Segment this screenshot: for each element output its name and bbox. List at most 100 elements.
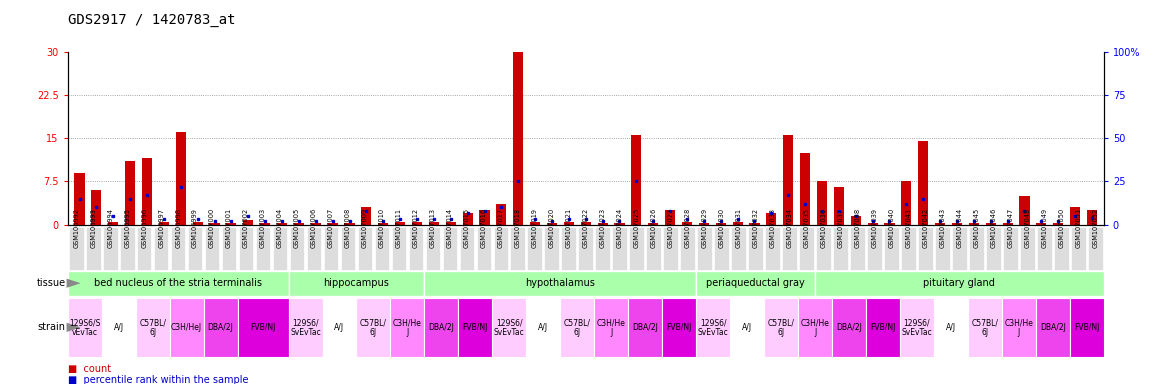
Text: C3H/He
J: C3H/He J	[597, 318, 626, 337]
Bar	[682, 222, 693, 225]
Text: periaqueductal gray: periaqueductal gray	[707, 278, 805, 288]
Text: 129S6/
SvEvTac: 129S6/ SvEvTac	[494, 318, 524, 337]
Bar	[260, 223, 270, 225]
Text: C3H/He
J: C3H/He J	[392, 318, 422, 337]
Text: GSM107017: GSM107017	[498, 208, 503, 248]
Text: GSM107045: GSM107045	[973, 208, 980, 248]
Bar	[294, 223, 304, 225]
Bar	[698, 223, 709, 225]
Text: GSM107013: GSM107013	[430, 208, 436, 248]
Text: GSM106997: GSM106997	[158, 208, 165, 248]
Text: GSM107031: GSM107031	[736, 208, 742, 248]
Text: GSM106996: GSM106996	[141, 208, 147, 248]
Text: FVB/NJ: FVB/NJ	[463, 323, 488, 332]
Text: GSM107024: GSM107024	[617, 208, 623, 248]
Bar	[361, 207, 371, 225]
Text: GSM107048: GSM107048	[1024, 208, 1030, 248]
Text: GSM107011: GSM107011	[396, 208, 402, 248]
Text: GSM107007: GSM107007	[328, 208, 334, 248]
Text: A/J: A/J	[113, 323, 124, 332]
Text: FVB/NJ: FVB/NJ	[250, 323, 276, 332]
Text: GSM106994: GSM106994	[107, 208, 113, 248]
Bar	[345, 223, 355, 225]
Text: FVB/NJ: FVB/NJ	[870, 323, 896, 332]
Text: C3H/He
J: C3H/He J	[800, 318, 829, 337]
Text: GSM107028: GSM107028	[684, 208, 690, 248]
Bar	[580, 222, 591, 225]
Text: GSM107021: GSM107021	[565, 208, 572, 248]
Text: GSM107020: GSM107020	[549, 208, 555, 248]
Text: GSM107012: GSM107012	[413, 208, 419, 248]
Text: A/J: A/J	[334, 323, 345, 332]
Bar	[209, 223, 220, 225]
Text: 129S6/S
vEvTac: 129S6/S vEvTac	[69, 318, 100, 337]
Text: 129S6/
SvEvTac: 129S6/ SvEvTac	[697, 318, 729, 337]
Bar	[1087, 210, 1097, 225]
Bar	[1002, 223, 1013, 225]
Bar	[395, 222, 405, 225]
Text: GSM107015: GSM107015	[464, 208, 470, 248]
Bar	[800, 153, 811, 225]
Text: GSM107006: GSM107006	[311, 208, 317, 248]
Text: A/J: A/J	[946, 323, 955, 332]
Text: GSM107025: GSM107025	[634, 208, 640, 248]
Bar	[1036, 223, 1047, 225]
Bar	[547, 223, 557, 225]
Text: GSM107041: GSM107041	[905, 208, 911, 248]
Bar	[598, 223, 607, 225]
Bar	[91, 190, 102, 225]
Text: GSM107002: GSM107002	[243, 208, 249, 248]
Text: DBA/2J: DBA/2J	[1040, 323, 1065, 332]
Bar	[918, 141, 929, 225]
Bar	[277, 223, 287, 225]
Bar	[766, 213, 777, 225]
Text: C57BL/
6J: C57BL/ 6J	[564, 318, 591, 337]
Bar	[750, 223, 759, 225]
Text: GSM107042: GSM107042	[923, 208, 929, 248]
Text: GSM107003: GSM107003	[260, 208, 266, 248]
Text: C57BL/
6J: C57BL/ 6J	[360, 318, 387, 337]
Bar	[429, 222, 439, 225]
Text: GSM107040: GSM107040	[889, 208, 895, 248]
Text: GSM106998: GSM106998	[175, 208, 181, 248]
Bar	[142, 159, 152, 225]
Bar	[243, 220, 253, 225]
Text: DBA/2J: DBA/2J	[632, 323, 658, 332]
Text: GSM107046: GSM107046	[990, 208, 996, 248]
Text: DBA/2J: DBA/2J	[836, 323, 862, 332]
Text: GSM107014: GSM107014	[447, 208, 453, 248]
Bar	[632, 136, 641, 225]
Text: GSM107010: GSM107010	[378, 208, 385, 248]
Bar	[1054, 223, 1063, 225]
Bar	[1070, 207, 1080, 225]
Bar	[530, 222, 540, 225]
Text: GSM107018: GSM107018	[515, 208, 521, 248]
Bar	[378, 223, 388, 225]
Bar	[648, 223, 659, 225]
Text: GSM107016: GSM107016	[481, 208, 487, 248]
Text: GSM107001: GSM107001	[227, 208, 232, 248]
Bar	[496, 205, 507, 225]
Bar	[784, 136, 793, 225]
Text: GSM107047: GSM107047	[1007, 208, 1014, 248]
Text: C3H/He
J: C3H/He J	[1004, 318, 1034, 337]
Bar	[227, 223, 236, 225]
Text: GSM107030: GSM107030	[718, 208, 724, 248]
Bar	[463, 213, 473, 225]
Text: 129S6/
SvEvTac: 129S6/ SvEvTac	[902, 318, 932, 337]
Text: GSM107008: GSM107008	[345, 208, 350, 248]
Text: GSM107036: GSM107036	[821, 208, 827, 248]
Text: GSM106993: GSM106993	[90, 208, 96, 248]
Text: GSM107027: GSM107027	[668, 208, 674, 248]
Bar	[175, 132, 186, 225]
Bar	[479, 210, 489, 225]
Text: GSM107004: GSM107004	[277, 208, 283, 248]
Text: DBA/2J: DBA/2J	[429, 323, 454, 332]
Text: GSM106995: GSM106995	[124, 208, 130, 248]
Text: GSM107033: GSM107033	[770, 208, 776, 248]
Text: GSM106999: GSM106999	[192, 208, 199, 248]
Text: GSM107032: GSM107032	[752, 208, 758, 248]
Bar	[446, 222, 456, 225]
Text: GSM107019: GSM107019	[531, 208, 537, 248]
Bar	[513, 52, 523, 225]
